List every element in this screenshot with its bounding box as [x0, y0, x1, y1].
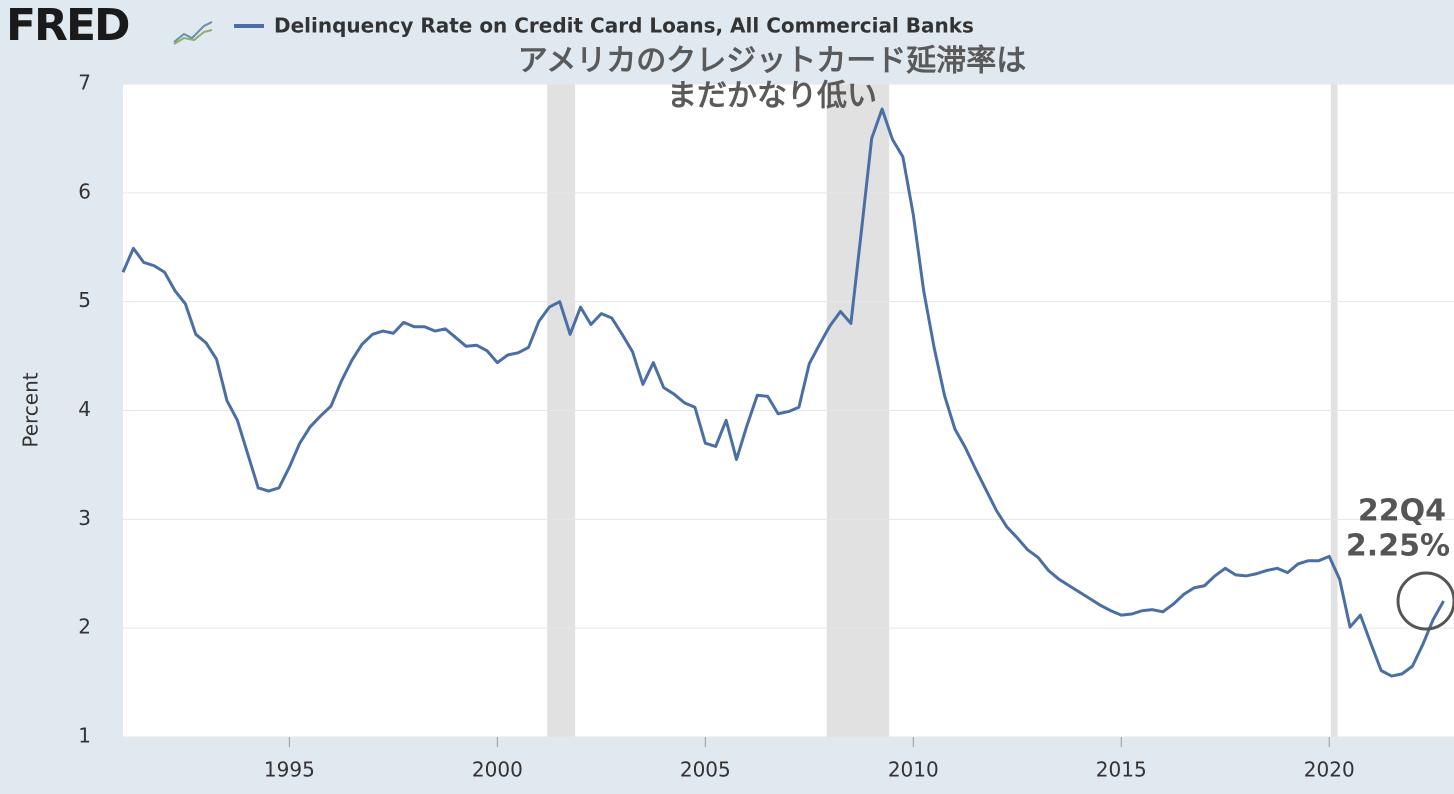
y-tick-label: 5 [78, 288, 91, 312]
annotation: アメリカのクレジットカード延滞率は [518, 44, 1027, 79]
y-axis-label: Percent [19, 372, 43, 447]
annotation: 2.25% [1346, 529, 1450, 564]
y-tick-label: 6 [78, 179, 91, 203]
data-line [121, 107, 1445, 678]
annotation: 22Q4 [1358, 494, 1446, 529]
y-tick-label: 4 [78, 397, 91, 421]
x-tick-label: 2020 [1304, 758, 1355, 782]
legend-label: Delinquency Rate on Credit Card Loans, A… [274, 14, 974, 38]
plot-layer: 1 2 3 4 5 6 7 1995 2000 2005 2010 2015 2020 [78, 71, 1454, 782]
x-tick-label: 2010 [888, 758, 939, 782]
x-tick-label: 2015 [1096, 758, 1147, 782]
x-tick-label: 1995 [264, 758, 315, 782]
logo-icon [173, 29, 213, 45]
annotation: まだかなり低い [667, 79, 877, 114]
x-tick-label: 2000 [472, 758, 523, 782]
highlight-circle [1396, 571, 1454, 631]
logo: FRED [6, 0, 129, 51]
y-tick-label: 7 [78, 71, 91, 95]
logo-icon [173, 21, 213, 43]
x-tick-label: 2005 [680, 758, 731, 782]
y-tick-label: 2 [78, 615, 91, 639]
y-tick-label: 1 [78, 724, 91, 748]
y-tick-label: 3 [78, 506, 91, 530]
